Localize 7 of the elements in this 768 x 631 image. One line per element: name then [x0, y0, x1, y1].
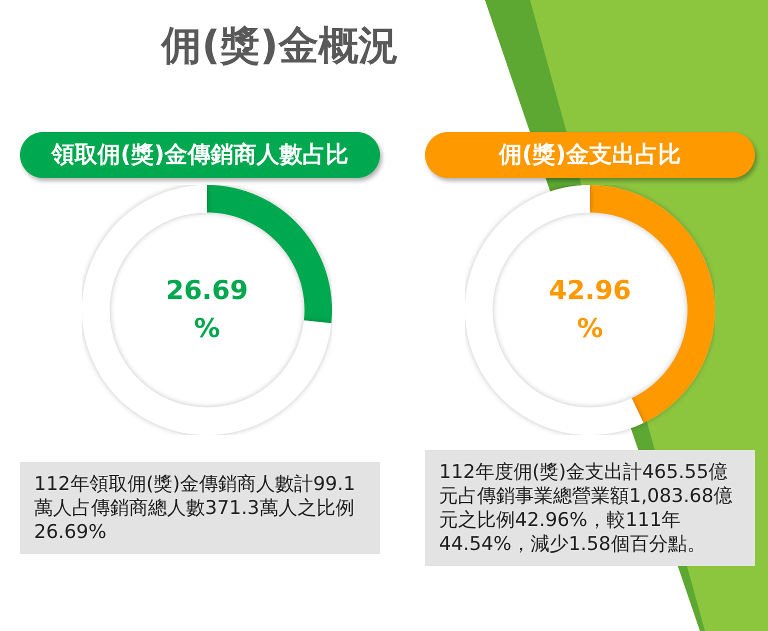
text: 112年領取佣(獎)金傳銷商人數計99.1萬人占傳銷商總人數371.3萬人之比例26.69% [20, 462, 380, 554]
data-label: 26.69 % [166, 276, 248, 344]
text: 112年度佣(獎)金支出計465.55億元占傳銷事業總營業額1,083.68億元之比例42.96%，較111年44.54%，減少1.58個百分點。 [425, 450, 755, 566]
chart-title: 領取佣(獎)金傳銷商人數占比 [20, 132, 380, 178]
text: 佣(獎)金概況 [160, 22, 400, 71]
chart-title: 佣(獎)金支出占比 [425, 132, 755, 178]
data-label: 42.96 % [548, 276, 632, 344]
